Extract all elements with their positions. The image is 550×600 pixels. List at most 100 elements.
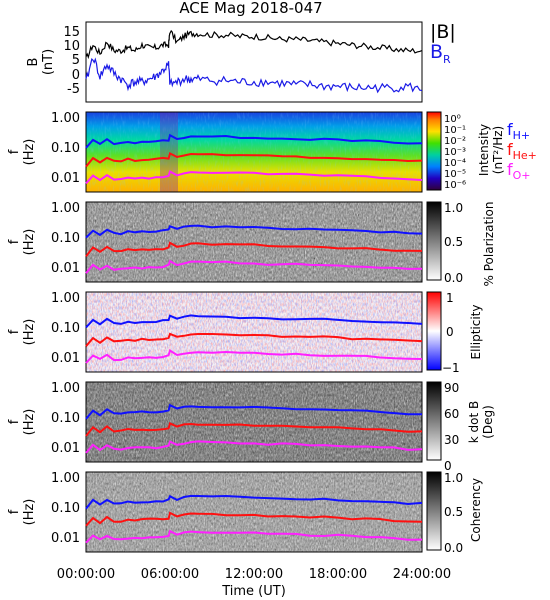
polarization-cbar-tick-05: 0.5 (444, 235, 463, 249)
time-tick-18: 18:00:00 (309, 567, 367, 582)
ellipticity-frame (85, 291, 423, 373)
kdotb-cbar-tick-60: 60 (444, 407, 459, 421)
legend-f-he: fHe+ (507, 140, 537, 162)
legend-f-he-sub: He+ (513, 149, 537, 162)
intensity-ylabel-unit: (Hz) (22, 139, 37, 166)
kdotb-cbar-tick-0: 0 (444, 459, 452, 473)
kdotb-ylabel-f: f (7, 419, 22, 424)
polarization-cbar-tick-0: 0.0 (444, 271, 463, 285)
bfield-total-line (85, 29, 423, 60)
x-axis-label: Time (UT) (221, 584, 286, 599)
intensity-cbar-ticks: 10⁰ 10⁻¹ 10⁻² 10⁻³ 10⁻⁴ 10⁻⁵ 10⁻⁶ (444, 114, 466, 191)
panel6-oplus-line (85, 529, 423, 544)
coherency-colorbar (426, 471, 442, 551)
panel6-heplus-line (85, 511, 423, 527)
coherency-ytick-001: 0.01 (51, 531, 80, 546)
panel4-oplus-line (85, 349, 423, 364)
ellipticity-ytick-01: 0.10 (51, 321, 80, 336)
intensity-colorbar (426, 111, 442, 191)
polarization-ylabel-f: f (7, 239, 22, 244)
intensity-cbar-label-2: (nT²/Hz) (491, 126, 505, 174)
polarization-yaxis: 1.00 0.10 0.01 f (Hz) (7, 201, 80, 276)
kdotb-cbar-label-1: k dot B (467, 401, 481, 443)
coherency-cbar-tick-1: 1.0 (444, 471, 463, 485)
coherency-ylabel-f: f (7, 509, 22, 514)
kdotb-frame (85, 381, 423, 463)
ellipticity-cbar-tick-neg1: −1 (442, 361, 460, 375)
intensity-cbar-tick-5: 10⁻⁵ (444, 169, 466, 180)
intensity-panel: 10⁰ 10⁻¹ 10⁻² 10⁻³ 10⁻⁴ 10⁻⁵ 10⁻⁶ Intens… (85, 111, 537, 193)
freq-axis-labels: 1.00 0.10 0.01 f (Hz) 1.00 0.10 0.01 f (… (7, 111, 80, 546)
ellipticity-texture-blue (86, 292, 422, 372)
polarization-panel: 1.0 0.5 0.0 % Polarization (85, 201, 496, 287)
bfield-yticks: 15 10 5 0 -5 (63, 25, 80, 97)
intensity-cbar-tick-6: 10⁻⁶ (444, 180, 466, 191)
kdotb-cbar-tick-90: 90 (444, 381, 459, 395)
intensity-gap (160, 112, 178, 192)
panel2-heplus-line (85, 151, 423, 168)
legend-b-r-sub: R (443, 53, 451, 66)
ellipticity-yaxis: 1.00 0.10 0.01 f (Hz) (7, 291, 80, 366)
kdotb-yaxis: 1.00 0.10 0.01 f (Hz) (7, 381, 80, 456)
intensity-yaxis: 1.00 0.10 0.01 f (Hz) (7, 111, 80, 186)
kdotb-texture (86, 382, 422, 462)
polarization-colorbar (426, 201, 442, 281)
intensity-frame (85, 111, 423, 193)
ellipticity-ylabel-f: f (7, 329, 22, 334)
legend-f-h-main: f (507, 120, 513, 139)
bfield-ytick-15: 15 (63, 25, 80, 40)
panel5-heplus-line (85, 422, 423, 437)
polarization-cbar-label: % Polarization (482, 202, 496, 287)
polarization-cbar-ticks: 1.0 0.5 0.0 (444, 201, 463, 285)
legend-f-he-main: f (507, 140, 513, 159)
ellipticity-cbar-tick-0: 0 (446, 325, 454, 339)
bfield-panel: 15 10 5 0 -5 B (nT) |B| BR (26, 21, 456, 103)
panel4-hplus-line (85, 314, 423, 329)
coherency-ytick-01: 0.10 (51, 501, 80, 516)
time-tick-00: 00:00:00 (57, 567, 115, 582)
kdotb-cbar-ticks: 90 60 30 0 (444, 381, 459, 473)
intensity-cbar-tick-4: 10⁻⁴ (444, 158, 466, 169)
time-axis: 00:00:00 06:00:00 12:00:00 18:00:00 24:0… (57, 567, 451, 599)
polarization-ylabel-unit: (Hz) (22, 229, 37, 256)
kdotb-ytick-001: 0.01 (51, 441, 80, 456)
coherency-cbar-tick-05: 0.5 (444, 505, 463, 519)
frequency-overlays (85, 133, 423, 544)
polarization-frame (85, 201, 423, 283)
coherency-cbar-tick-0: 0.0 (444, 541, 463, 555)
coherency-ytick-1: 1.00 (51, 471, 80, 486)
coherency-panel: 1.0 0.5 0.0 Coherency (85, 471, 483, 555)
intensity-cbar-tick-3: 10⁻³ (444, 147, 466, 158)
polarization-cbar-tick-1: 1.0 (444, 201, 463, 215)
kdotb-panel: 90 60 30 0 k dot B (Deg) (85, 381, 495, 473)
intensity-ylabel-f: f (7, 149, 22, 154)
intensity-ytick-01: 0.10 (51, 141, 80, 156)
ellipticity-cbar-tick-1: 1 (446, 291, 454, 305)
polarization-texture (86, 202, 422, 282)
coherency-ylabel-unit: (Hz) (22, 499, 37, 526)
bfield-ytick-5: 5 (72, 53, 80, 68)
coherency-cbar-label: Coherency (469, 478, 483, 542)
bfield-ytick-0: 0 (72, 68, 80, 83)
panel5-oplus-line (85, 440, 423, 454)
ellipticity-ytick-1: 1.00 (51, 291, 80, 306)
intensity-cbar-tick-1: 10⁻¹ (444, 125, 466, 136)
kdotb-ytick-01: 0.10 (51, 411, 80, 426)
panel3-hplus-line (85, 224, 423, 239)
bfield-ytick-10: 10 (63, 39, 80, 54)
panel3-heplus-line (85, 241, 423, 258)
legend-b-r-main: B (430, 41, 443, 63)
kdotb-cbar-label-2: (Deg) (481, 405, 495, 439)
panel3-oplus-line (85, 259, 423, 274)
legend-f-o: fO+ (507, 160, 531, 182)
ellipticity-ylabel-unit: (Hz) (22, 319, 37, 346)
ellipticity-colorbar (426, 291, 442, 371)
polarization-ytick-01: 0.10 (51, 231, 80, 246)
kdotb-cbar-tick-30: 30 (444, 433, 459, 447)
ellipticity-cbar-label: Ellipticity (469, 305, 483, 360)
legend-f-h: fH+ (507, 120, 530, 142)
intensity-ytick-1: 1.00 (51, 111, 80, 126)
coherency-yaxis: 1.00 0.10 0.01 f (Hz) (7, 471, 80, 546)
intensity-ytick-001: 0.01 (51, 171, 80, 186)
